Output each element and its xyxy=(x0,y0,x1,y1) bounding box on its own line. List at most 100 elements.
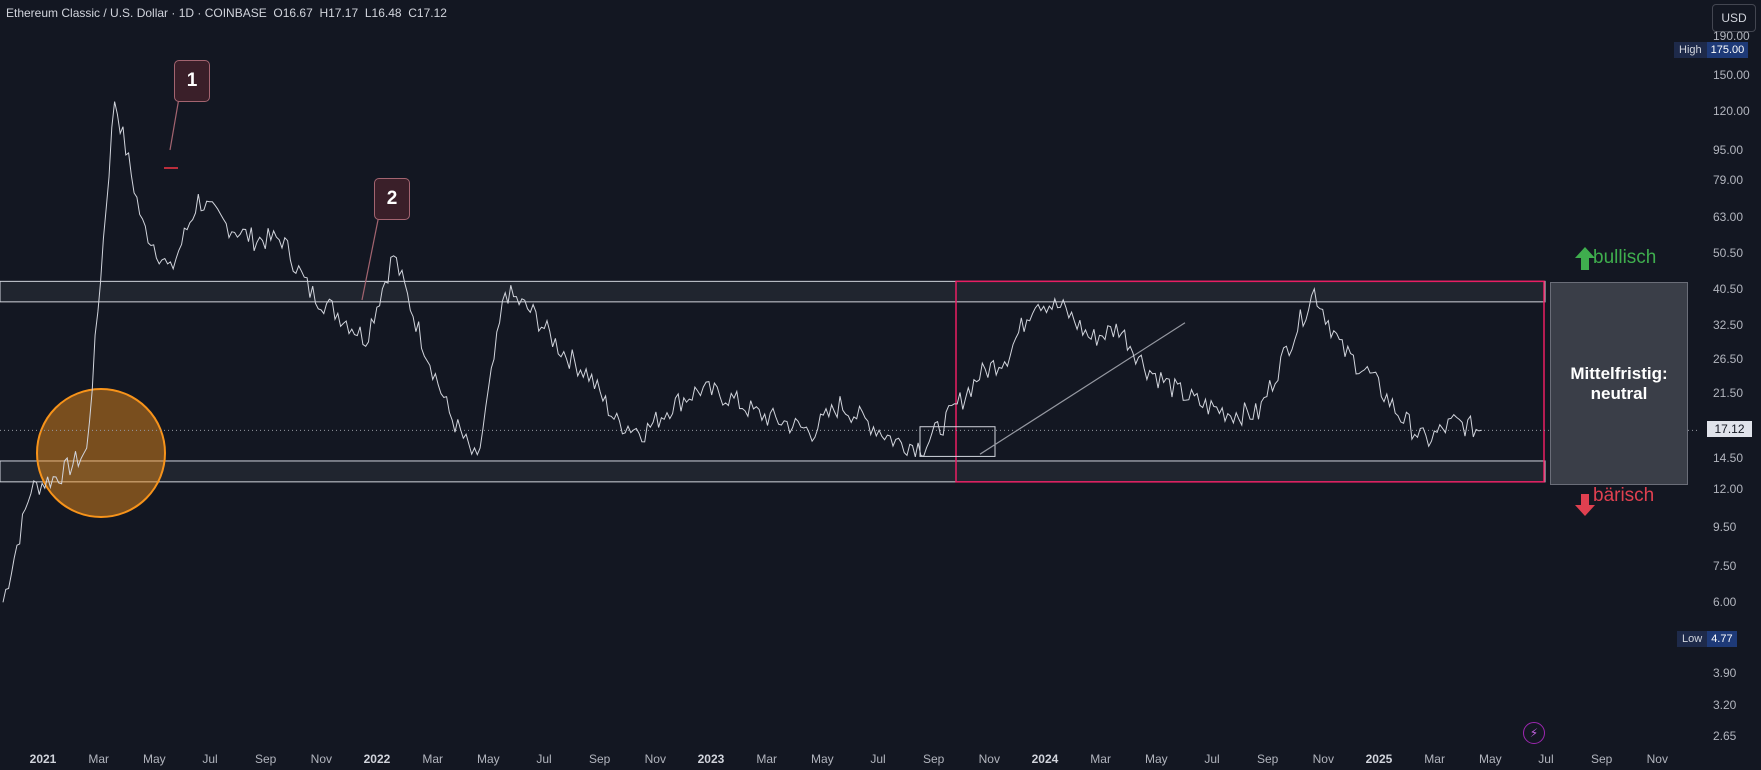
data-point-2023-05[interactable] xyxy=(782,420,786,424)
y-tick-label: 9.50 xyxy=(1713,519,1737,534)
lightning-icon[interactable]: ⚡ xyxy=(1523,722,1545,744)
data-point-2024-12[interactable] xyxy=(1312,289,1316,293)
x-tick-label: Mar xyxy=(1090,752,1111,766)
callout-1[interactable]: 1 xyxy=(174,60,210,102)
low-tag: Low 4.77 xyxy=(1677,631,1737,647)
data-point-2024-09[interactable] xyxy=(1229,411,1233,415)
low-value: 16.48 xyxy=(371,6,402,20)
data-point-2023-02[interactable] xyxy=(699,387,703,391)
low-tag-label: Low xyxy=(1677,631,1708,647)
data-point-2023-11[interactable] xyxy=(950,411,954,415)
x-tick-label: 2022 xyxy=(363,752,391,766)
data-point-2023-03[interactable] xyxy=(726,395,730,399)
data-point-2025-01[interactable] xyxy=(1340,348,1344,352)
symbol-header: Ethereum Classic / U.S. Dollar · 1D · CO… xyxy=(6,6,447,20)
x-tick-label: May xyxy=(1144,752,1168,766)
highlight-circle[interactable] xyxy=(36,388,166,518)
price-series-line[interactable] xyxy=(2,101,1482,603)
data-point-2021-05[interactable] xyxy=(113,96,117,100)
data-point-2023-08[interactable] xyxy=(866,420,870,424)
data-point-2023-06[interactable] xyxy=(810,430,814,434)
x-tick-label: Mar xyxy=(1424,752,1445,766)
data-point-2022-01[interactable] xyxy=(336,311,340,315)
data-point-2021-04[interactable] xyxy=(85,450,89,454)
y-tick-label: 79.00 xyxy=(1713,172,1744,187)
x-tick-label: May xyxy=(142,752,166,766)
data-point-2021-08[interactable] xyxy=(196,198,200,202)
data-point-2022-09[interactable] xyxy=(559,348,563,352)
x-tick-label: 2021 xyxy=(29,752,57,766)
x-tick-label: Sep xyxy=(254,752,277,766)
data-point-2024-06[interactable] xyxy=(1145,366,1149,370)
data-point-2021-03[interactable] xyxy=(57,473,61,477)
data-point-2023-01[interactable] xyxy=(671,403,675,407)
data-point-2021-09[interactable] xyxy=(224,223,228,227)
data-point-2024-08[interactable] xyxy=(1201,403,1205,407)
data-point-2024-11[interactable] xyxy=(1284,348,1288,352)
data-point-2024-10[interactable] xyxy=(1257,411,1261,415)
trendline[interactable] xyxy=(979,322,1186,455)
bullish-text: bullisch xyxy=(1593,247,1657,268)
open-value: 16.67 xyxy=(282,6,313,20)
data-point-2022-03[interactable] xyxy=(392,253,396,257)
data-point-2021-07[interactable] xyxy=(168,270,172,274)
data-point-2021-02[interactable] xyxy=(29,487,33,491)
data-point-2025-04[interactable] xyxy=(1424,439,1428,443)
symbol-title: Ethereum Classic / U.S. Dollar · 1D · CO… xyxy=(6,6,267,20)
callout-2[interactable]: 2 xyxy=(374,178,410,220)
data-point-2023-07[interactable] xyxy=(838,403,842,407)
data-point-2023-10[interactable] xyxy=(922,445,926,449)
data-point-2022-10[interactable] xyxy=(587,373,591,377)
x-tick-label: Sep xyxy=(1256,752,1279,766)
data-point-2021-11[interactable] xyxy=(280,237,284,241)
data-point-2024-04[interactable] xyxy=(1089,336,1093,340)
data-point-2022-08[interactable] xyxy=(531,311,535,315)
data-point-2024-01[interactable] xyxy=(1005,354,1009,358)
data-point-2025-03[interactable] xyxy=(1396,411,1400,415)
data-point-2023-04[interactable] xyxy=(754,411,758,415)
support-zone[interactable] xyxy=(0,460,1546,483)
data-point-2023-12[interactable] xyxy=(978,373,982,377)
data-point-2022-06[interactable] xyxy=(475,461,479,465)
data-point-2023-09[interactable] xyxy=(894,439,898,443)
data-point-2022-07[interactable] xyxy=(503,289,507,293)
data-point-2021-12[interactable] xyxy=(308,289,312,293)
data-point-2021-06[interactable] xyxy=(141,223,145,227)
data-point-2022-02[interactable] xyxy=(364,336,368,340)
x-tick-label: May xyxy=(1478,752,1502,766)
data-point-2024-02[interactable] xyxy=(1033,298,1037,302)
currency-button[interactable]: USD xyxy=(1712,4,1756,32)
range-box[interactable] xyxy=(955,280,1545,483)
y-tick-label: 63.00 xyxy=(1713,209,1744,224)
data-point-2024-03[interactable] xyxy=(1061,307,1065,311)
y-tick-label: 12.00 xyxy=(1713,481,1744,496)
high-tag-label: High xyxy=(1674,42,1707,58)
y-tick-label: 150.00 xyxy=(1713,67,1750,82)
x-tick-label: 2025 xyxy=(1365,752,1393,766)
data-point-2022-04[interactable] xyxy=(420,336,424,340)
data-point-2024-07[interactable] xyxy=(1173,387,1177,391)
data-point-2025-05[interactable] xyxy=(1452,420,1456,424)
data-point-2022-11[interactable] xyxy=(615,420,619,424)
x-tick-label: May xyxy=(476,752,500,766)
x-tick-label: Jul xyxy=(536,752,552,766)
data-point-2024-05[interactable] xyxy=(1117,326,1121,330)
data-point-2022-05[interactable] xyxy=(447,411,451,415)
x-tick-label: 2023 xyxy=(697,752,725,766)
data-point-2021-10[interactable] xyxy=(252,237,256,241)
arrow-down-icon xyxy=(1575,494,1595,516)
data-point-2025-02[interactable] xyxy=(1368,373,1372,377)
y-tick-label: 7.50 xyxy=(1713,558,1737,573)
low-label: L xyxy=(364,6,372,20)
x-tick-label: Jul xyxy=(202,752,218,766)
data-point-2025-06[interactable] xyxy=(1480,428,1484,432)
data-point-2021-01[interactable] xyxy=(1,600,5,604)
high-tag: High 175.00 xyxy=(1674,42,1749,58)
data-point-2022-12[interactable] xyxy=(643,430,647,434)
consolidation-box[interactable] xyxy=(919,426,996,457)
y-tick-label: 21.50 xyxy=(1713,386,1744,400)
x-tick-label: Jul xyxy=(1538,752,1554,766)
resistance-zone[interactable] xyxy=(0,280,1546,303)
